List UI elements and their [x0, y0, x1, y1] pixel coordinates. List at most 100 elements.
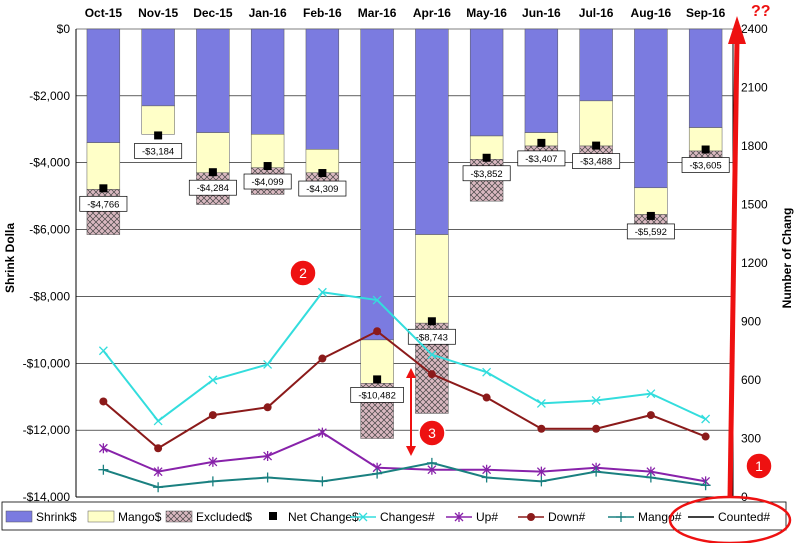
- net-change-marker: [318, 169, 327, 178]
- line-marker: [317, 476, 328, 487]
- x-tick-label: Apr-16: [413, 6, 451, 20]
- line-marker: [99, 397, 108, 406]
- line-marker: [646, 411, 655, 420]
- line-marker: [208, 411, 217, 420]
- y2-tick-label: 2100: [741, 81, 768, 95]
- legend-frame: [1, 501, 787, 531]
- y2-tick-label: 1800: [741, 139, 768, 153]
- double-arrow-head-down: [406, 446, 416, 456]
- y2-tick-label: 1200: [741, 256, 768, 270]
- net-change-label-box: [681, 157, 730, 173]
- red-arrow-shaft: [727, 39, 740, 499]
- y-tick-label: $0: [57, 22, 71, 36]
- shrink-bar: [579, 28, 613, 102]
- legend-swatch: [5, 510, 33, 523]
- net-change-marker: [427, 317, 436, 326]
- line-marker: [701, 414, 711, 424]
- line-marker: [154, 444, 163, 453]
- x-tick-label: May-16: [466, 6, 507, 20]
- badge-number: 2: [299, 265, 307, 281]
- axes: $0 -$2,000 -$4,000 -$6,000 -$8,000 -$10,000 -$…: [23, 6, 768, 504]
- x-tick-label: Jun-16: [522, 6, 561, 20]
- y2-tick-label: 300: [741, 432, 761, 446]
- y2-tick-label: 600: [741, 373, 761, 387]
- net-change-marker: [592, 141, 601, 150]
- line-marker: [536, 466, 546, 477]
- x-tick-label: Aug-16: [631, 6, 672, 20]
- legend-label: Counted#: [718, 510, 770, 524]
- line-marker: [317, 287, 327, 297]
- legend-label: Excluded$: [196, 510, 252, 524]
- line-marker: [701, 432, 710, 441]
- shrink-bar: [634, 28, 668, 189]
- shrink-bar: [196, 28, 230, 133]
- mango-bar: [415, 234, 449, 324]
- legend-item: Counted#: [688, 510, 770, 524]
- y2-tick-label: 1500: [741, 198, 768, 212]
- x-tick-label: Jul-16: [579, 6, 614, 20]
- shrink-bar: [524, 28, 559, 133]
- legend-item: Net Change$: [269, 510, 359, 524]
- mango-bar: [579, 100, 613, 147]
- legend-marker: [358, 512, 368, 522]
- legend-marker: [454, 512, 464, 522]
- legend-label: Down#: [548, 510, 586, 524]
- net-change-label: -$3,488: [580, 157, 612, 168]
- line-area: [98, 287, 711, 493]
- line-changes: [102, 291, 707, 423]
- y-tick-label: -$6,000: [29, 223, 70, 237]
- legend-item: Up#: [446, 510, 498, 524]
- line-marker: [98, 443, 108, 454]
- line-marker: [591, 466, 602, 477]
- net-change-label-box: [188, 179, 237, 196]
- line-marker: [373, 327, 382, 336]
- net-change-label: -$4,309: [306, 184, 338, 195]
- shrink-bar: [360, 28, 394, 341]
- net-change-marker: [646, 211, 655, 220]
- legend-swatch: [165, 510, 193, 523]
- line-marker: [317, 427, 327, 438]
- line-marker: [482, 367, 492, 377]
- shrink-bar: [250, 28, 285, 135]
- line-marker: [318, 354, 327, 363]
- legend-item: Excluded$: [165, 510, 252, 524]
- legend-label: Shrink$: [36, 510, 77, 524]
- annotation-badge: 1: [745, 452, 773, 480]
- annotation-badge: 2: [289, 259, 317, 287]
- line-marker: [263, 451, 273, 462]
- net-change-marker: [701, 145, 710, 154]
- net-change-label: -$3,407: [525, 154, 557, 165]
- net-change-label-box: [626, 223, 675, 240]
- net-change-label-box: [134, 143, 183, 159]
- net-change-label: -$3,184: [142, 146, 174, 157]
- y-tick-label: -$12,000: [23, 423, 71, 437]
- line-marker: [372, 295, 382, 305]
- line-marker: [263, 403, 272, 412]
- x-tick-label: Sep-16: [686, 6, 726, 20]
- net-change-label: -$4,284: [197, 183, 229, 194]
- line-marker: [700, 480, 711, 491]
- line-marker: [208, 375, 218, 385]
- y-tick-label: -$10,000: [23, 356, 71, 370]
- net-change-label-box: [462, 165, 511, 182]
- net-change-label: -$8,743: [416, 332, 448, 343]
- legend-item: Shrink$: [5, 510, 77, 524]
- x-tick-label: Oct-15: [85, 6, 123, 20]
- y-tick-label: -$8,000: [29, 289, 70, 303]
- net-change-marker: [99, 184, 108, 193]
- net-change-label-box: [79, 195, 128, 212]
- net-change-label-box: [517, 150, 566, 167]
- question-mark-label: ??: [751, 3, 771, 20]
- line-marker: [537, 424, 546, 433]
- badge-circle: [289, 259, 317, 287]
- line-marker: [646, 389, 656, 399]
- line-marker: [372, 468, 383, 479]
- mango-bar: [196, 132, 230, 173]
- line-marker: [591, 396, 601, 405]
- legend-label: Up#: [476, 510, 498, 524]
- double-arrow-head-up: [406, 368, 416, 378]
- y-tick-label: -$2,000: [29, 89, 70, 103]
- line-marker: [536, 398, 546, 408]
- line-marker: [592, 424, 601, 433]
